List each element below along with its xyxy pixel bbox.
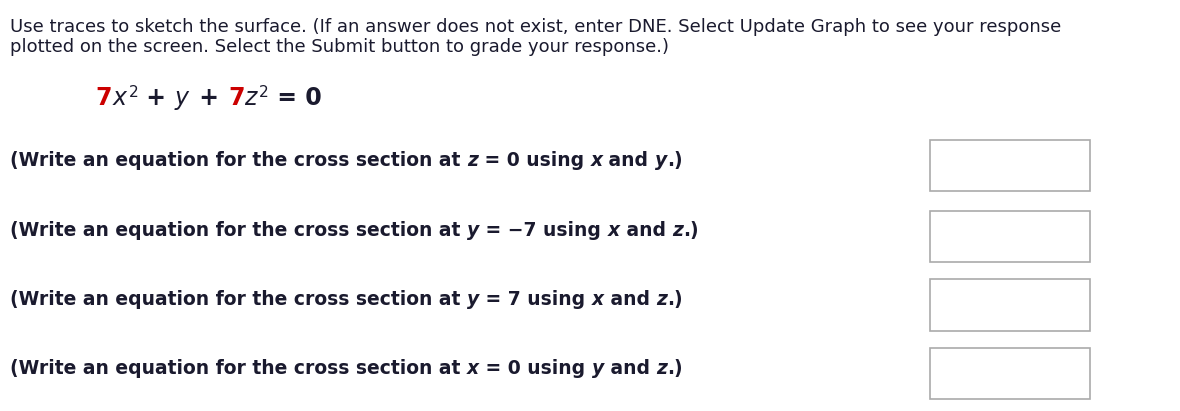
Text: $\mathbf{7}$: $\mathbf{7}$ — [96, 86, 112, 110]
Text: .): .) — [667, 152, 683, 171]
Text: +: + — [191, 86, 228, 110]
Text: +: + — [138, 86, 175, 110]
Text: y: y — [467, 290, 479, 309]
Text: $\mathbf{7}$: $\mathbf{7}$ — [228, 86, 244, 110]
Text: y: y — [591, 359, 604, 378]
Text: x: x — [608, 222, 620, 240]
Text: $x$: $x$ — [112, 86, 129, 110]
Text: and: and — [603, 152, 655, 171]
Text: and: and — [604, 359, 656, 378]
Text: and: and — [604, 290, 656, 309]
Text: (Write an equation for the cross section at: (Write an equation for the cross section… — [9, 290, 467, 309]
Text: $z$: $z$ — [244, 86, 260, 110]
Text: and: and — [620, 222, 673, 240]
Text: $y$: $y$ — [175, 88, 191, 112]
Bar — [930, 140, 1090, 191]
Text: x: x — [591, 290, 604, 309]
Text: x: x — [467, 359, 479, 378]
Text: z: z — [467, 152, 478, 171]
Bar — [930, 279, 1090, 331]
Bar — [930, 211, 1090, 262]
Text: (Write an equation for the cross section at: (Write an equation for the cross section… — [9, 152, 467, 171]
Text: .): .) — [683, 222, 699, 240]
Text: = −7 using: = −7 using — [479, 222, 608, 240]
Text: z: z — [673, 222, 683, 240]
Text: z: z — [656, 359, 667, 378]
Text: y: y — [467, 222, 479, 240]
Text: 2: 2 — [260, 85, 269, 100]
Bar — [930, 348, 1090, 399]
Text: Use traces to sketch the surface. (If an answer does not exist, enter DNE. Selec: Use traces to sketch the surface. (If an… — [9, 18, 1061, 36]
Text: y: y — [655, 152, 667, 171]
Text: = 7 using: = 7 using — [479, 290, 591, 309]
Text: .): .) — [667, 359, 683, 378]
Text: (Write an equation for the cross section at: (Write an equation for the cross section… — [9, 222, 467, 240]
Text: plotted on the screen. Select the Submit button to grade your response.): plotted on the screen. Select the Submit… — [9, 38, 669, 56]
Text: z: z — [656, 290, 667, 309]
Text: = 0 using: = 0 using — [478, 152, 590, 171]
Text: = 0 using: = 0 using — [479, 359, 591, 378]
Text: 2: 2 — [129, 85, 138, 100]
Text: (Write an equation for the cross section at: (Write an equation for the cross section… — [9, 359, 467, 378]
Text: = 0: = 0 — [269, 86, 321, 110]
Text: x: x — [590, 152, 603, 171]
Text: .): .) — [667, 290, 683, 309]
